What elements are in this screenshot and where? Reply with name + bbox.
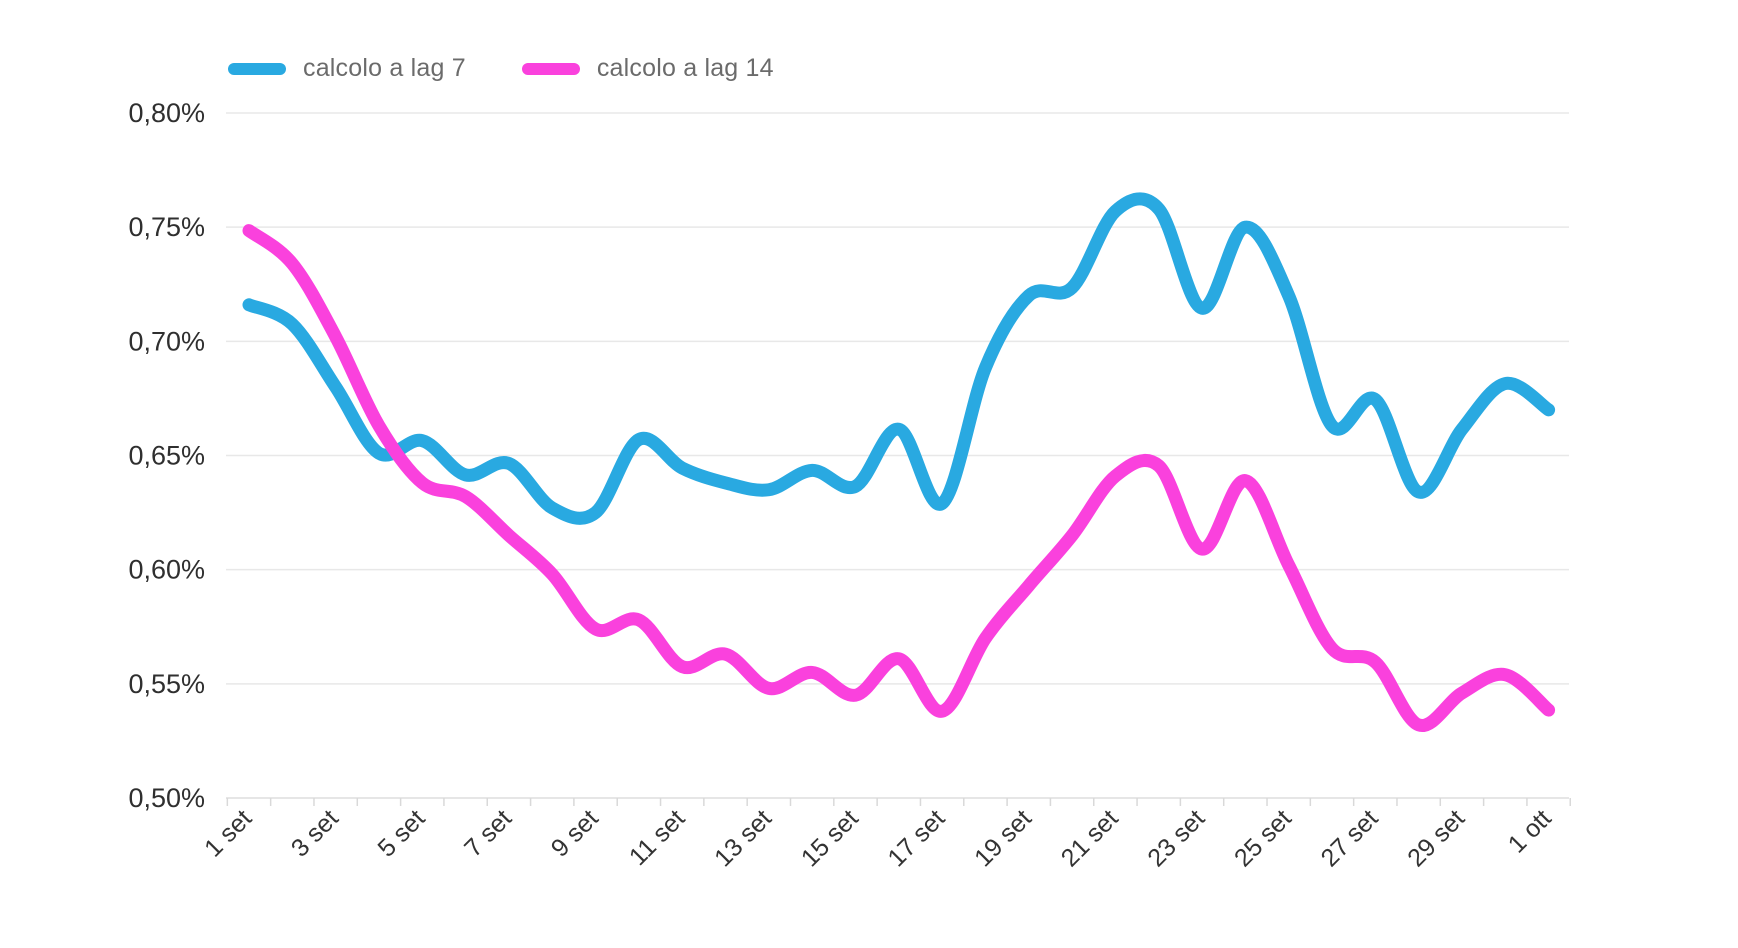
x-axis-tick-label: 19 set [969,804,1037,872]
x-axis-tick-label: 7 set [459,804,517,862]
x-axis-tick-label: 11 set [624,804,691,871]
y-axis-tick-label: 0,80% [128,98,205,128]
y-axis-tick-label: 0,70% [128,326,205,356]
y-axis-tick-label: 0,55% [128,669,205,699]
x-axis-tick-label: 15 set [796,804,864,872]
legend-label-lag7: calcolo a lag 7 [303,54,466,82]
legend-label-lag14: calcolo a lag 14 [596,54,774,82]
x-axis-tick-label: 3 set [286,804,344,862]
x-axis-tick-label: 23 set [1142,804,1210,872]
legend-swatch-lag7-icon [228,62,286,75]
y-axis-tick-label: 0,65% [128,441,205,471]
chart-legend: calcolo a lag 7 calcolo a lag 14 [228,54,774,83]
x-axis-tick-label: 13 set [709,804,777,872]
x-axis-tick-label: 25 set [1229,804,1297,872]
x-axis-tick-label: 21 set [1056,804,1124,872]
legend-swatch-lag14-icon [521,62,580,75]
x-axis-tick-label: 5 set [372,804,430,862]
x-axis-tick-label: 17 set [882,804,950,872]
series-line-lag14 [242,224,1556,732]
x-axis-tick-label: 9 set [546,804,604,862]
series-line-lag7 [242,192,1556,525]
y-axis-tick-label: 0,50% [128,783,205,813]
legend-item-lag14[interactable]: calcolo a lag 14 [521,54,774,83]
x-axis-tick-label: 1 ott [1503,804,1557,858]
x-axis-tick-label: 29 set [1402,804,1470,872]
y-axis-tick-label: 0,60% [128,555,205,585]
x-axis-tick-label: 27 set [1316,804,1384,872]
legend-item-lag7[interactable]: calcolo a lag 7 [228,54,466,83]
y-axis-tick-label: 0,75% [128,212,205,242]
x-axis-tick-label: 1 set [199,804,257,862]
